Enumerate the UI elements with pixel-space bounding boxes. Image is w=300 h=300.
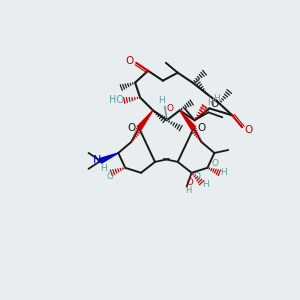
Polygon shape [100, 153, 118, 163]
Text: O: O [244, 125, 252, 135]
Text: O: O [210, 99, 218, 110]
Text: O: O [193, 172, 200, 181]
Text: HO: HO [109, 95, 124, 106]
Text: O: O [199, 106, 206, 115]
Text: H: H [220, 168, 227, 177]
Text: O: O [212, 159, 219, 168]
Text: H: H [185, 186, 192, 195]
Text: H: H [207, 98, 214, 107]
Text: O: O [186, 178, 193, 187]
Text: H: H [202, 180, 209, 189]
Text: O: O [125, 56, 133, 66]
Polygon shape [137, 110, 153, 130]
Text: H: H [100, 164, 107, 173]
Text: N: N [93, 155, 102, 165]
Text: O: O [107, 172, 114, 181]
Text: O: O [127, 123, 135, 133]
Polygon shape [180, 110, 196, 130]
Text: O: O [197, 123, 206, 133]
Text: H: H [213, 94, 220, 103]
Text: H: H [158, 96, 165, 105]
Text: O: O [166, 104, 173, 113]
